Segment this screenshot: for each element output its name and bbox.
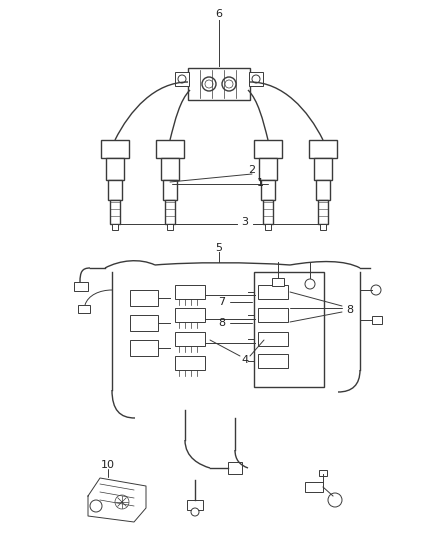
Bar [228,462,242,474]
Text: 2: 2 [248,165,255,175]
Text: 8: 8 [346,305,353,315]
Circle shape [178,75,186,83]
Circle shape [191,508,199,516]
Bar [314,158,332,180]
Bar [318,200,328,224]
Bar [305,482,323,492]
Bar [259,158,277,180]
Text: 4: 4 [241,355,248,365]
Text: 10: 10 [101,460,115,470]
Bar [175,285,205,299]
Bar [112,224,118,230]
Bar [78,305,90,313]
Bar [188,68,250,100]
Bar [272,278,284,286]
Bar [74,282,88,291]
Bar [130,315,158,331]
Circle shape [305,279,315,289]
Bar [175,308,205,322]
Bar [372,316,382,324]
Circle shape [252,75,260,83]
Text: 5: 5 [215,243,223,253]
Bar [254,140,282,158]
Bar [175,356,205,370]
Bar [161,158,179,180]
Bar [319,470,327,476]
Circle shape [222,77,236,91]
Bar [156,140,184,158]
Circle shape [328,493,342,507]
Bar [130,340,158,356]
Text: 3: 3 [241,217,248,227]
Circle shape [205,80,213,88]
Bar [320,224,326,230]
Circle shape [225,80,233,88]
Bar [258,332,288,346]
Bar [263,200,273,224]
Bar [167,224,173,230]
Bar [175,332,205,346]
Bar [165,200,175,224]
Circle shape [202,77,216,91]
Circle shape [90,500,102,512]
Bar [258,308,288,322]
Bar [265,224,271,230]
Bar [309,140,337,158]
Bar [106,158,124,180]
Bar [258,285,288,299]
Bar [163,180,177,200]
Bar [101,140,129,158]
Text: 6: 6 [215,9,223,19]
Circle shape [371,285,381,295]
Bar [108,180,122,200]
Bar [258,354,288,368]
Bar [316,180,330,200]
Bar [254,272,324,387]
Bar [187,500,203,510]
Bar [249,72,263,86]
Bar [261,180,275,200]
Bar [175,72,189,86]
Text: 8: 8 [219,318,226,328]
Bar [130,290,158,306]
Bar [110,200,120,224]
Text: 1: 1 [257,178,264,188]
Text: 7: 7 [219,297,226,307]
